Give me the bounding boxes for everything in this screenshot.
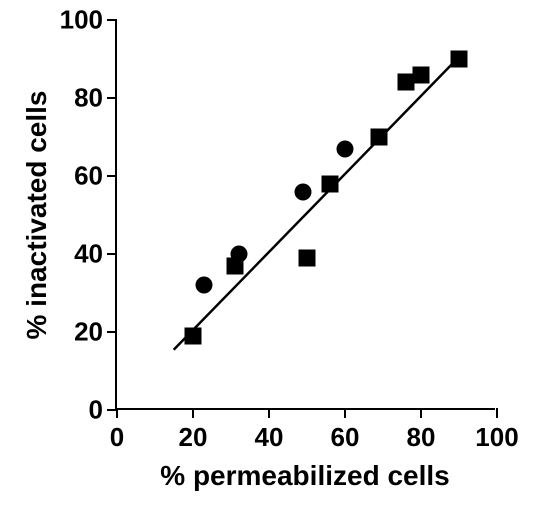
data-point-circle (230, 246, 247, 263)
data-point-square (413, 66, 430, 83)
x-tick (496, 408, 498, 418)
x-tick-label: 20 (179, 422, 208, 453)
x-tick (344, 408, 346, 418)
y-tick-label: 0 (89, 395, 103, 426)
y-tick (107, 19, 117, 21)
trend-line (117, 20, 495, 408)
trend-line-segment (174, 55, 461, 350)
x-tick-label: 60 (331, 422, 360, 453)
y-tick (107, 331, 117, 333)
x-tick (420, 408, 422, 418)
x-tick (116, 408, 118, 418)
data-point-square (299, 249, 316, 266)
y-tick-label: 60 (74, 161, 103, 192)
plot-area: 020406080100020406080100 (115, 20, 495, 410)
y-tick (107, 253, 117, 255)
data-point-circle (295, 183, 312, 200)
data-point-circle (337, 140, 354, 157)
data-point-square (185, 327, 202, 344)
data-point-square (371, 129, 388, 146)
y-tick-label: 100 (60, 5, 103, 36)
x-tick (192, 408, 194, 418)
x-tick-label: 0 (110, 422, 124, 453)
x-tick-label: 100 (475, 422, 518, 453)
y-tick (107, 175, 117, 177)
data-point-square (321, 175, 338, 192)
data-point-square (451, 51, 468, 68)
x-tick-label: 40 (255, 422, 284, 453)
y-tick (107, 97, 117, 99)
y-axis-title: % inactivated cells (21, 90, 53, 339)
y-tick-label: 40 (74, 239, 103, 270)
chart-container: 020406080100020406080100 % inactivated c… (0, 0, 542, 515)
x-tick-label: 80 (407, 422, 436, 453)
data-point-circle (196, 277, 213, 294)
y-tick-label: 80 (74, 83, 103, 114)
x-axis-title: % permeabilized cells (160, 460, 449, 492)
y-tick-label: 20 (74, 317, 103, 348)
x-tick (268, 408, 270, 418)
